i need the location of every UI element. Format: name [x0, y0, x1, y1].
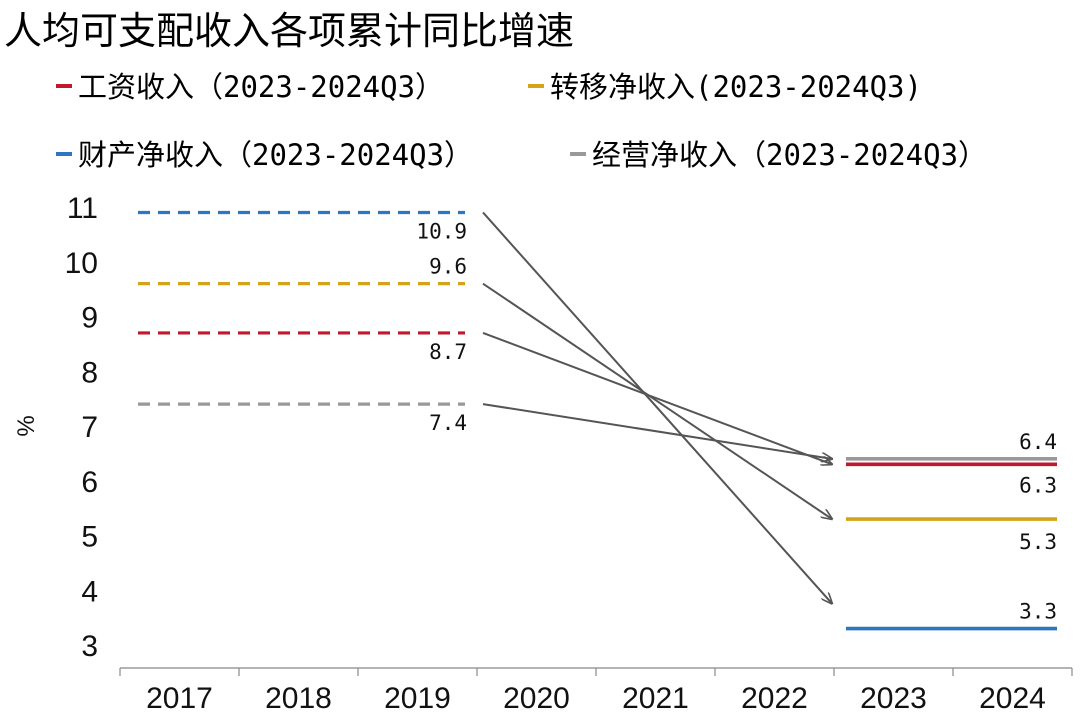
trend-arrow-property — [482, 211, 832, 603]
data-label-after-transfer: 5.3 — [1019, 530, 1057, 554]
legend-item-property: 财产净收入（2023-2024Q3） — [56, 132, 473, 174]
data-label-after-wage: 6.3 — [1019, 473, 1057, 497]
y-axis-label: % — [13, 415, 40, 436]
x-tick-label: 2019 — [384, 682, 451, 715]
x-tick-label: 2024 — [979, 682, 1046, 715]
legend-label-business: 经营净收入（2023-2024Q3） — [592, 138, 988, 172]
y-tick-label: 10 — [65, 247, 98, 280]
data-label-before-business: 7.4 — [429, 411, 467, 435]
legend-label-property: 财产净收入（2023-2024Q3） — [78, 138, 474, 172]
legend-item-business: 经营净收入（2023-2024Q3） — [570, 132, 987, 174]
data-label-before-property: 10.9 — [416, 219, 467, 243]
y-tick-label: 3 — [81, 630, 98, 663]
legend-swatch-property — [56, 152, 72, 156]
y-tick-label: 4 — [81, 575, 98, 608]
data-label-before-transfer: 9.6 — [429, 255, 467, 279]
legend-item-wage: 工资收入（2023-2024Q3） — [56, 64, 444, 106]
data-label-after-property: 3.3 — [1019, 600, 1057, 624]
legend-label-wage: 工资收入（2023-2024Q3） — [78, 70, 445, 104]
x-tick-label: 2023 — [860, 682, 927, 715]
x-tick-label: 2021 — [622, 682, 689, 715]
trend-arrow-transfer — [482, 282, 832, 519]
y-tick-label: 8 — [81, 356, 98, 389]
y-tick-label: 6 — [81, 466, 98, 499]
trend-arrow-business — [482, 403, 832, 459]
data-label-before-wage: 8.7 — [429, 340, 467, 364]
legend-swatch-business — [570, 152, 586, 156]
x-tick-label: 2020 — [503, 682, 570, 715]
legend-label-transfer: 转移净收入(2023-2024Q3) — [550, 70, 922, 104]
y-tick-label: 5 — [81, 521, 98, 554]
x-tick-label: 2018 — [265, 682, 332, 715]
x-tick-label: 2017 — [146, 682, 213, 715]
chart-title: 人均可支配收入各项累计同比增速 — [4, 9, 575, 53]
y-tick-label: 9 — [81, 302, 98, 335]
x-tick-label: 2022 — [741, 682, 808, 715]
legend-swatch-transfer — [528, 84, 544, 88]
data-label-after-business: 6.4 — [1019, 430, 1057, 454]
legend-swatch-wage — [56, 84, 72, 88]
y-tick-label: 7 — [81, 411, 98, 444]
trend-arrow-wage — [482, 331, 832, 464]
y-tick-label: 11 — [67, 192, 98, 225]
legend-item-transfer: 转移净收入(2023-2024Q3) — [528, 64, 922, 106]
